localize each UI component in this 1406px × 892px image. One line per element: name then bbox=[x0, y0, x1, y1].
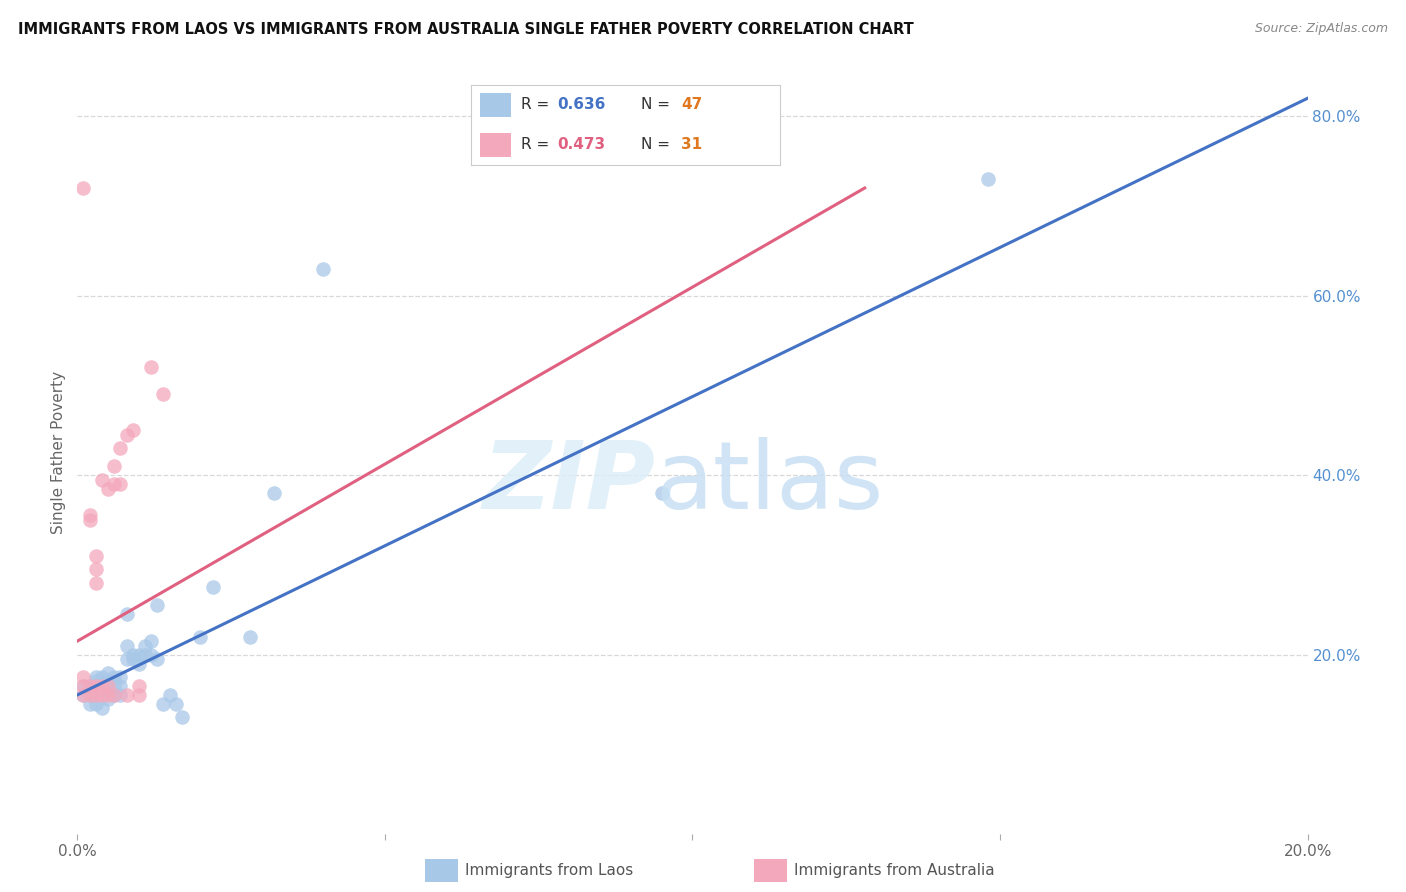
Point bbox=[97, 665, 120, 680]
Point bbox=[84, 674, 107, 689]
Point bbox=[134, 648, 156, 662]
Point bbox=[977, 172, 1000, 186]
Point bbox=[79, 688, 101, 702]
Point bbox=[141, 648, 163, 662]
Point bbox=[121, 652, 143, 666]
Point bbox=[141, 360, 163, 375]
Text: atlas: atlas bbox=[655, 437, 884, 529]
Point bbox=[84, 575, 107, 590]
Text: 0.636: 0.636 bbox=[558, 97, 606, 112]
Point bbox=[103, 679, 125, 693]
Point bbox=[312, 261, 335, 276]
Point bbox=[84, 679, 107, 693]
Point bbox=[84, 549, 107, 563]
Point bbox=[146, 598, 169, 612]
Point bbox=[239, 630, 262, 644]
Point bbox=[97, 482, 120, 496]
FancyBboxPatch shape bbox=[481, 133, 512, 157]
Point bbox=[72, 181, 94, 195]
Point bbox=[141, 634, 163, 648]
Point bbox=[115, 427, 138, 442]
Text: R =: R = bbox=[520, 97, 554, 112]
Point bbox=[115, 607, 138, 622]
Point bbox=[170, 710, 193, 724]
Point bbox=[97, 688, 120, 702]
Point bbox=[72, 679, 94, 693]
Point bbox=[84, 670, 107, 684]
Point bbox=[110, 679, 132, 693]
Point bbox=[84, 562, 107, 576]
Point bbox=[128, 688, 150, 702]
Point bbox=[110, 688, 132, 702]
Point bbox=[146, 652, 169, 666]
Text: N =: N = bbox=[641, 137, 675, 152]
Point bbox=[152, 697, 174, 711]
Point bbox=[72, 688, 94, 702]
Point bbox=[72, 670, 94, 684]
Point bbox=[90, 683, 114, 698]
Point bbox=[90, 473, 114, 487]
Point bbox=[263, 486, 285, 500]
Point bbox=[188, 630, 212, 644]
Text: 31: 31 bbox=[682, 137, 703, 152]
Text: R =: R = bbox=[520, 137, 554, 152]
Point bbox=[103, 688, 125, 702]
Point bbox=[90, 679, 114, 693]
Point bbox=[110, 670, 132, 684]
Point bbox=[134, 639, 156, 653]
Text: Immigrants from Laos: Immigrants from Laos bbox=[465, 863, 633, 878]
Text: IMMIGRANTS FROM LAOS VS IMMIGRANTS FROM AUSTRALIA SINGLE FATHER POVERTY CORRELAT: IMMIGRANTS FROM LAOS VS IMMIGRANTS FROM … bbox=[18, 22, 914, 37]
Bar bbox=[425, 859, 457, 882]
Point bbox=[90, 688, 114, 702]
Text: N =: N = bbox=[641, 97, 675, 112]
Text: Source: ZipAtlas.com: Source: ZipAtlas.com bbox=[1254, 22, 1388, 36]
Point bbox=[72, 679, 94, 693]
FancyBboxPatch shape bbox=[481, 93, 512, 117]
Point bbox=[97, 692, 120, 706]
Point bbox=[201, 580, 224, 594]
Point bbox=[121, 648, 143, 662]
Point bbox=[110, 441, 132, 455]
Point bbox=[115, 688, 138, 702]
Point bbox=[152, 387, 174, 401]
Point bbox=[84, 688, 107, 702]
Point bbox=[103, 688, 125, 702]
Point bbox=[72, 688, 94, 702]
Point bbox=[84, 688, 107, 702]
Point bbox=[79, 679, 101, 693]
Point bbox=[103, 477, 125, 491]
Text: ZIP: ZIP bbox=[482, 437, 655, 529]
Text: 47: 47 bbox=[682, 97, 703, 112]
Bar bbox=[754, 859, 786, 882]
Point bbox=[79, 508, 101, 523]
Text: Immigrants from Australia: Immigrants from Australia bbox=[794, 863, 994, 878]
Point bbox=[128, 657, 150, 671]
Point bbox=[115, 652, 138, 666]
Point bbox=[90, 688, 114, 702]
Point bbox=[103, 459, 125, 474]
Point bbox=[79, 679, 101, 693]
Point bbox=[159, 688, 181, 702]
Point bbox=[79, 688, 101, 702]
Point bbox=[84, 697, 107, 711]
Point bbox=[79, 513, 101, 527]
Point bbox=[121, 423, 143, 437]
Point bbox=[97, 674, 120, 689]
Point bbox=[115, 639, 138, 653]
Point bbox=[90, 701, 114, 715]
Point bbox=[103, 670, 125, 684]
Y-axis label: Single Father Poverty: Single Father Poverty bbox=[51, 371, 66, 534]
Point bbox=[128, 648, 150, 662]
Text: 0.473: 0.473 bbox=[558, 137, 606, 152]
Point bbox=[165, 697, 187, 711]
Point bbox=[79, 697, 101, 711]
Point bbox=[97, 679, 120, 693]
Point bbox=[97, 683, 120, 698]
Point bbox=[128, 679, 150, 693]
Point bbox=[90, 670, 114, 684]
Point bbox=[651, 486, 673, 500]
Point bbox=[110, 477, 132, 491]
